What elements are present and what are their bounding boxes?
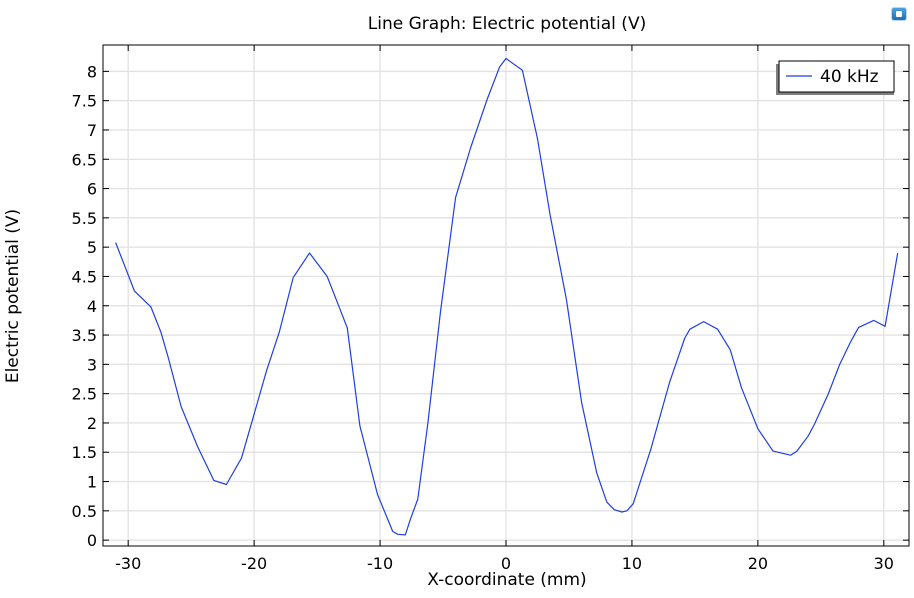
x-tick-label: 30 (874, 554, 894, 573)
y-tick-label: 1 (87, 473, 97, 492)
y-tick-label: 7.5 (72, 92, 97, 111)
x-tick-label: -20 (241, 554, 267, 573)
series-line-40khz (115, 57, 899, 536)
y-tick-label: 5.5 (72, 209, 97, 228)
y-tick-label: 6.5 (72, 150, 97, 169)
x-tick-label: 10 (622, 554, 642, 573)
series-layer (115, 57, 899, 536)
x-tick-label: -10 (367, 554, 393, 573)
y-tick-label: 3.5 (72, 326, 97, 345)
y-tick-label: 1.5 (72, 443, 97, 462)
x-tick-label: 20 (748, 554, 768, 573)
axis-ticks: -30 -20 -10 0 10 20 30 0 0.5 1 1.5 2 2.5 3 3.5 4 4.5 5 5.5… (72, 45, 909, 573)
y-tick-label: 5 (87, 238, 97, 257)
y-tick-label: 2.5 (72, 385, 97, 404)
legend: 40 kHz (776, 60, 895, 95)
chart-title: Line Graph: Electric potential (V) (368, 14, 646, 34)
y-tick-label: 6 (87, 180, 97, 199)
app-logo-icon (892, 8, 906, 20)
y-tick-label: 0.5 (72, 502, 97, 521)
y-tick-label: 8 (87, 62, 97, 81)
grid (103, 45, 909, 546)
y-tick-label: 7 (87, 121, 97, 140)
y-tick-label: 4.5 (72, 267, 97, 286)
legend-label-40khz: 40 kHz (820, 67, 879, 87)
x-axis-label: X-coordinate (mm) (427, 570, 586, 590)
y-tick-label: 2 (87, 414, 97, 433)
x-tick-label: -30 (115, 554, 141, 573)
y-tick-label: 4 (87, 297, 97, 316)
y-tick-label: 0 (87, 531, 97, 550)
y-tick-label: 3 (87, 355, 97, 374)
y-axis-label: Electric potential (V) (3, 209, 23, 383)
x-tick-label: 0 (501, 554, 511, 573)
